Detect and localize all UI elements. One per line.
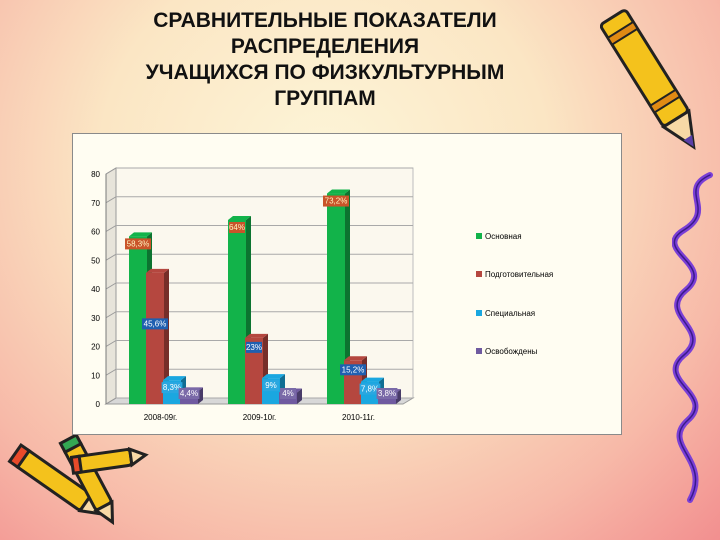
data-label: 15,2% [342, 365, 365, 374]
legend-swatch [476, 310, 482, 316]
data-label: 64% [229, 223, 245, 232]
bar-top [129, 232, 152, 237]
data-label-bg [125, 238, 151, 250]
bar-side [164, 268, 169, 404]
legend-label: Подготовительная [485, 270, 553, 279]
data-label-bg [263, 380, 279, 392]
data-label-bg [229, 222, 245, 233]
chart-area: 0 10 20 30 40 50 60 70 80 58,3% 45,6% 8,3% 4,4% 2008-… [72, 133, 622, 435]
bar-chart: 0 10 20 30 40 50 60 70 80 58,3% 45,6% 8,3%4,4% 2008-… [91, 167, 553, 422]
y-tick-label: 80 [91, 170, 100, 179]
data-label: 8,3% [163, 383, 181, 392]
bar-0-1 [228, 220, 246, 404]
pencil-icon [70, 446, 149, 475]
bar-0-2 [327, 193, 345, 404]
gridline [105, 167, 117, 175]
y-tick-label: 50 [91, 256, 100, 265]
data-label-bg [246, 341, 262, 353]
data-label-bg [340, 364, 366, 376]
data-label: 73,2% [325, 197, 348, 206]
bar-top [327, 189, 350, 194]
data-label-bg [323, 195, 349, 207]
data-label: 3,8% [378, 389, 396, 398]
legend-swatch [476, 348, 482, 354]
title-line: РАСПРЕДЕЛЕНИЯ [230, 35, 420, 58]
data-label-bg [280, 388, 296, 399]
bar-top [163, 376, 186, 381]
y-tick-label: 60 [91, 228, 100, 237]
x-tick-label: 2009-10г. [243, 413, 277, 422]
bar-top [262, 374, 285, 379]
title-line: СРАВНИТЕЛЬНЫЕ ПОКАЗАТЕЛИ [153, 9, 497, 32]
gridline [105, 368, 117, 376]
slide-title: СРАВНИТЕЛЬНЫЕ ПОКАЗАТЕЛИ РАСПРЕДЕЛЕНИЯ У… [60, 8, 590, 112]
data-label: 4,4% [180, 389, 198, 398]
data-label-bg [142, 318, 168, 330]
legend-label: Основная [485, 232, 522, 241]
y-tick-label: 10 [91, 371, 100, 380]
bar-side [345, 189, 350, 404]
data-label: 7,8% [361, 385, 379, 394]
bar-1-1 [245, 337, 263, 404]
gridline [105, 311, 117, 319]
legend-swatch [476, 271, 482, 277]
data-label-bg [161, 382, 183, 394]
gridline [105, 225, 117, 232]
data-label: 9% [265, 381, 277, 390]
pencil-icon [7, 442, 105, 516]
data-label-bg [376, 388, 398, 399]
bar-0-0 [129, 236, 147, 404]
squiggle-line-icon [672, 172, 713, 503]
bar-top [228, 216, 251, 220]
x-tick-label: 2010-11г. [342, 413, 375, 422]
y-tick-label: 20 [91, 343, 100, 352]
bar-top [146, 268, 169, 273]
bar-1-0 [146, 272, 164, 404]
title-line: УЧАЩИХСЯ ПО ФИЗКУЛЬТУРНЫМ [145, 61, 505, 84]
legend-swatch [476, 233, 482, 239]
data-label: 45,6% [144, 319, 167, 328]
y-tick-label: 70 [91, 199, 100, 208]
legend-label: Специальная [485, 309, 535, 318]
bar-side [297, 388, 302, 404]
x-tick-label: 2008-09г. [144, 413, 178, 422]
legend-label: Освобождены [485, 347, 538, 356]
gridline [105, 196, 117, 204]
bar-top [344, 356, 367, 361]
data-label: 23% [246, 343, 262, 352]
gridline [105, 340, 117, 347]
gridline [105, 282, 117, 290]
gridline [105, 253, 117, 261]
data-label: 58,3% [127, 239, 150, 248]
y-tick-label: 0 [96, 400, 101, 409]
title-line: ГРУППАМ [274, 87, 376, 110]
data-label-bg [178, 388, 200, 399]
y-tick-label: 30 [91, 314, 100, 323]
bar-top [361, 377, 384, 382]
bar-top [245, 333, 268, 338]
gridline [105, 397, 117, 405]
pencil-icon [600, 9, 696, 150]
data-label-bg [359, 383, 381, 395]
y-tick-label: 40 [91, 285, 100, 294]
data-label: 4% [282, 389, 294, 398]
